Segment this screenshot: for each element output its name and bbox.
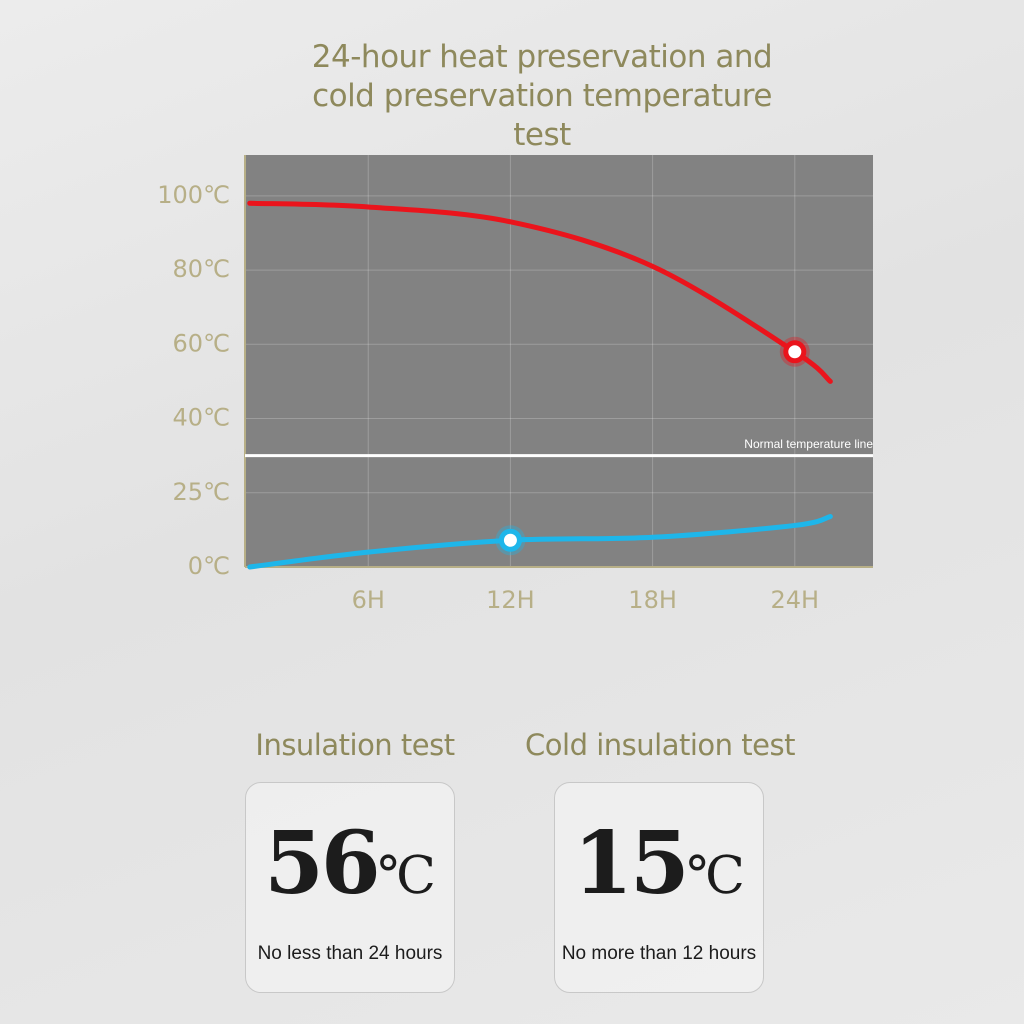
plot-area bbox=[245, 155, 873, 567]
card-note: No less than 24 hours bbox=[257, 943, 443, 964]
unit: ℃ bbox=[377, 846, 436, 906]
y-tick-label: 100℃ bbox=[157, 181, 230, 209]
card-value: 56℃ bbox=[246, 813, 454, 914]
y-tick-label: 40℃ bbox=[173, 404, 231, 432]
card: 15℃ No more than 12 hours bbox=[554, 782, 764, 993]
x-tick-label: 24H bbox=[770, 586, 819, 614]
x-tick-label: 12H bbox=[486, 586, 535, 614]
x-tick-label: 18H bbox=[628, 586, 677, 614]
reference-label: Normal temperature line bbox=[744, 437, 873, 451]
value: 15 bbox=[573, 813, 690, 914]
card-heading: Insulation test bbox=[255, 728, 455, 762]
card: 56℃ No less than 24 hours bbox=[245, 782, 455, 993]
chart-title: 24-hour heat preservation and cold prese… bbox=[311, 39, 773, 153]
card-value: 15℃ bbox=[555, 813, 763, 914]
card-note: No more than 12 hours bbox=[561, 943, 757, 964]
y-tick-label: 0℃ bbox=[188, 552, 230, 580]
point-marker bbox=[498, 528, 522, 552]
x-tick-label: 6H bbox=[352, 586, 385, 614]
y-tick-label: 80℃ bbox=[173, 255, 231, 283]
series-line bbox=[247, 514, 833, 570]
point-marker bbox=[783, 340, 807, 364]
card-heading: Cold insulation test bbox=[525, 728, 795, 762]
y-tick-label: 60℃ bbox=[173, 329, 231, 357]
y-tick-label: 25℃ bbox=[173, 478, 231, 506]
unit: ℃ bbox=[686, 846, 745, 906]
value: 56 bbox=[264, 813, 381, 914]
